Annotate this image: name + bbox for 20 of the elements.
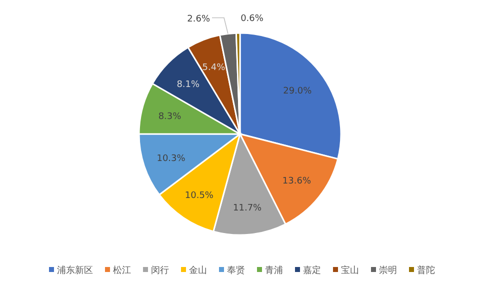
data-label: 11.7% <box>232 203 262 214</box>
legend-label: 奉贤 <box>227 265 245 276</box>
data-label: 10.3% <box>156 154 186 164</box>
legend-label: 青浦 <box>265 265 283 276</box>
legend-label: 闵行 <box>151 265 169 276</box>
data-label: 5.4% <box>202 63 226 74</box>
data-label: 10.5% <box>184 191 214 202</box>
data-label: 8.1% <box>176 80 200 90</box>
data-label: 13.6% <box>282 176 312 187</box>
legend-label: 宝山 <box>341 265 359 276</box>
legend-label: 普陀 <box>417 265 435 276</box>
legend-label: 金山 <box>189 265 207 276</box>
data-label: 8.3% <box>158 112 182 122</box>
legend-label: 浦东新区 <box>57 265 93 276</box>
data-label: 0.6% <box>240 14 264 24</box>
data-label: 2.6% <box>187 14 210 25</box>
data-label: 29.0% <box>283 86 312 96</box>
legend-label: 崇明 <box>379 265 397 276</box>
legend-label: 嘉定 <box>303 265 321 276</box>
legend-label: 松江 <box>113 265 131 276</box>
